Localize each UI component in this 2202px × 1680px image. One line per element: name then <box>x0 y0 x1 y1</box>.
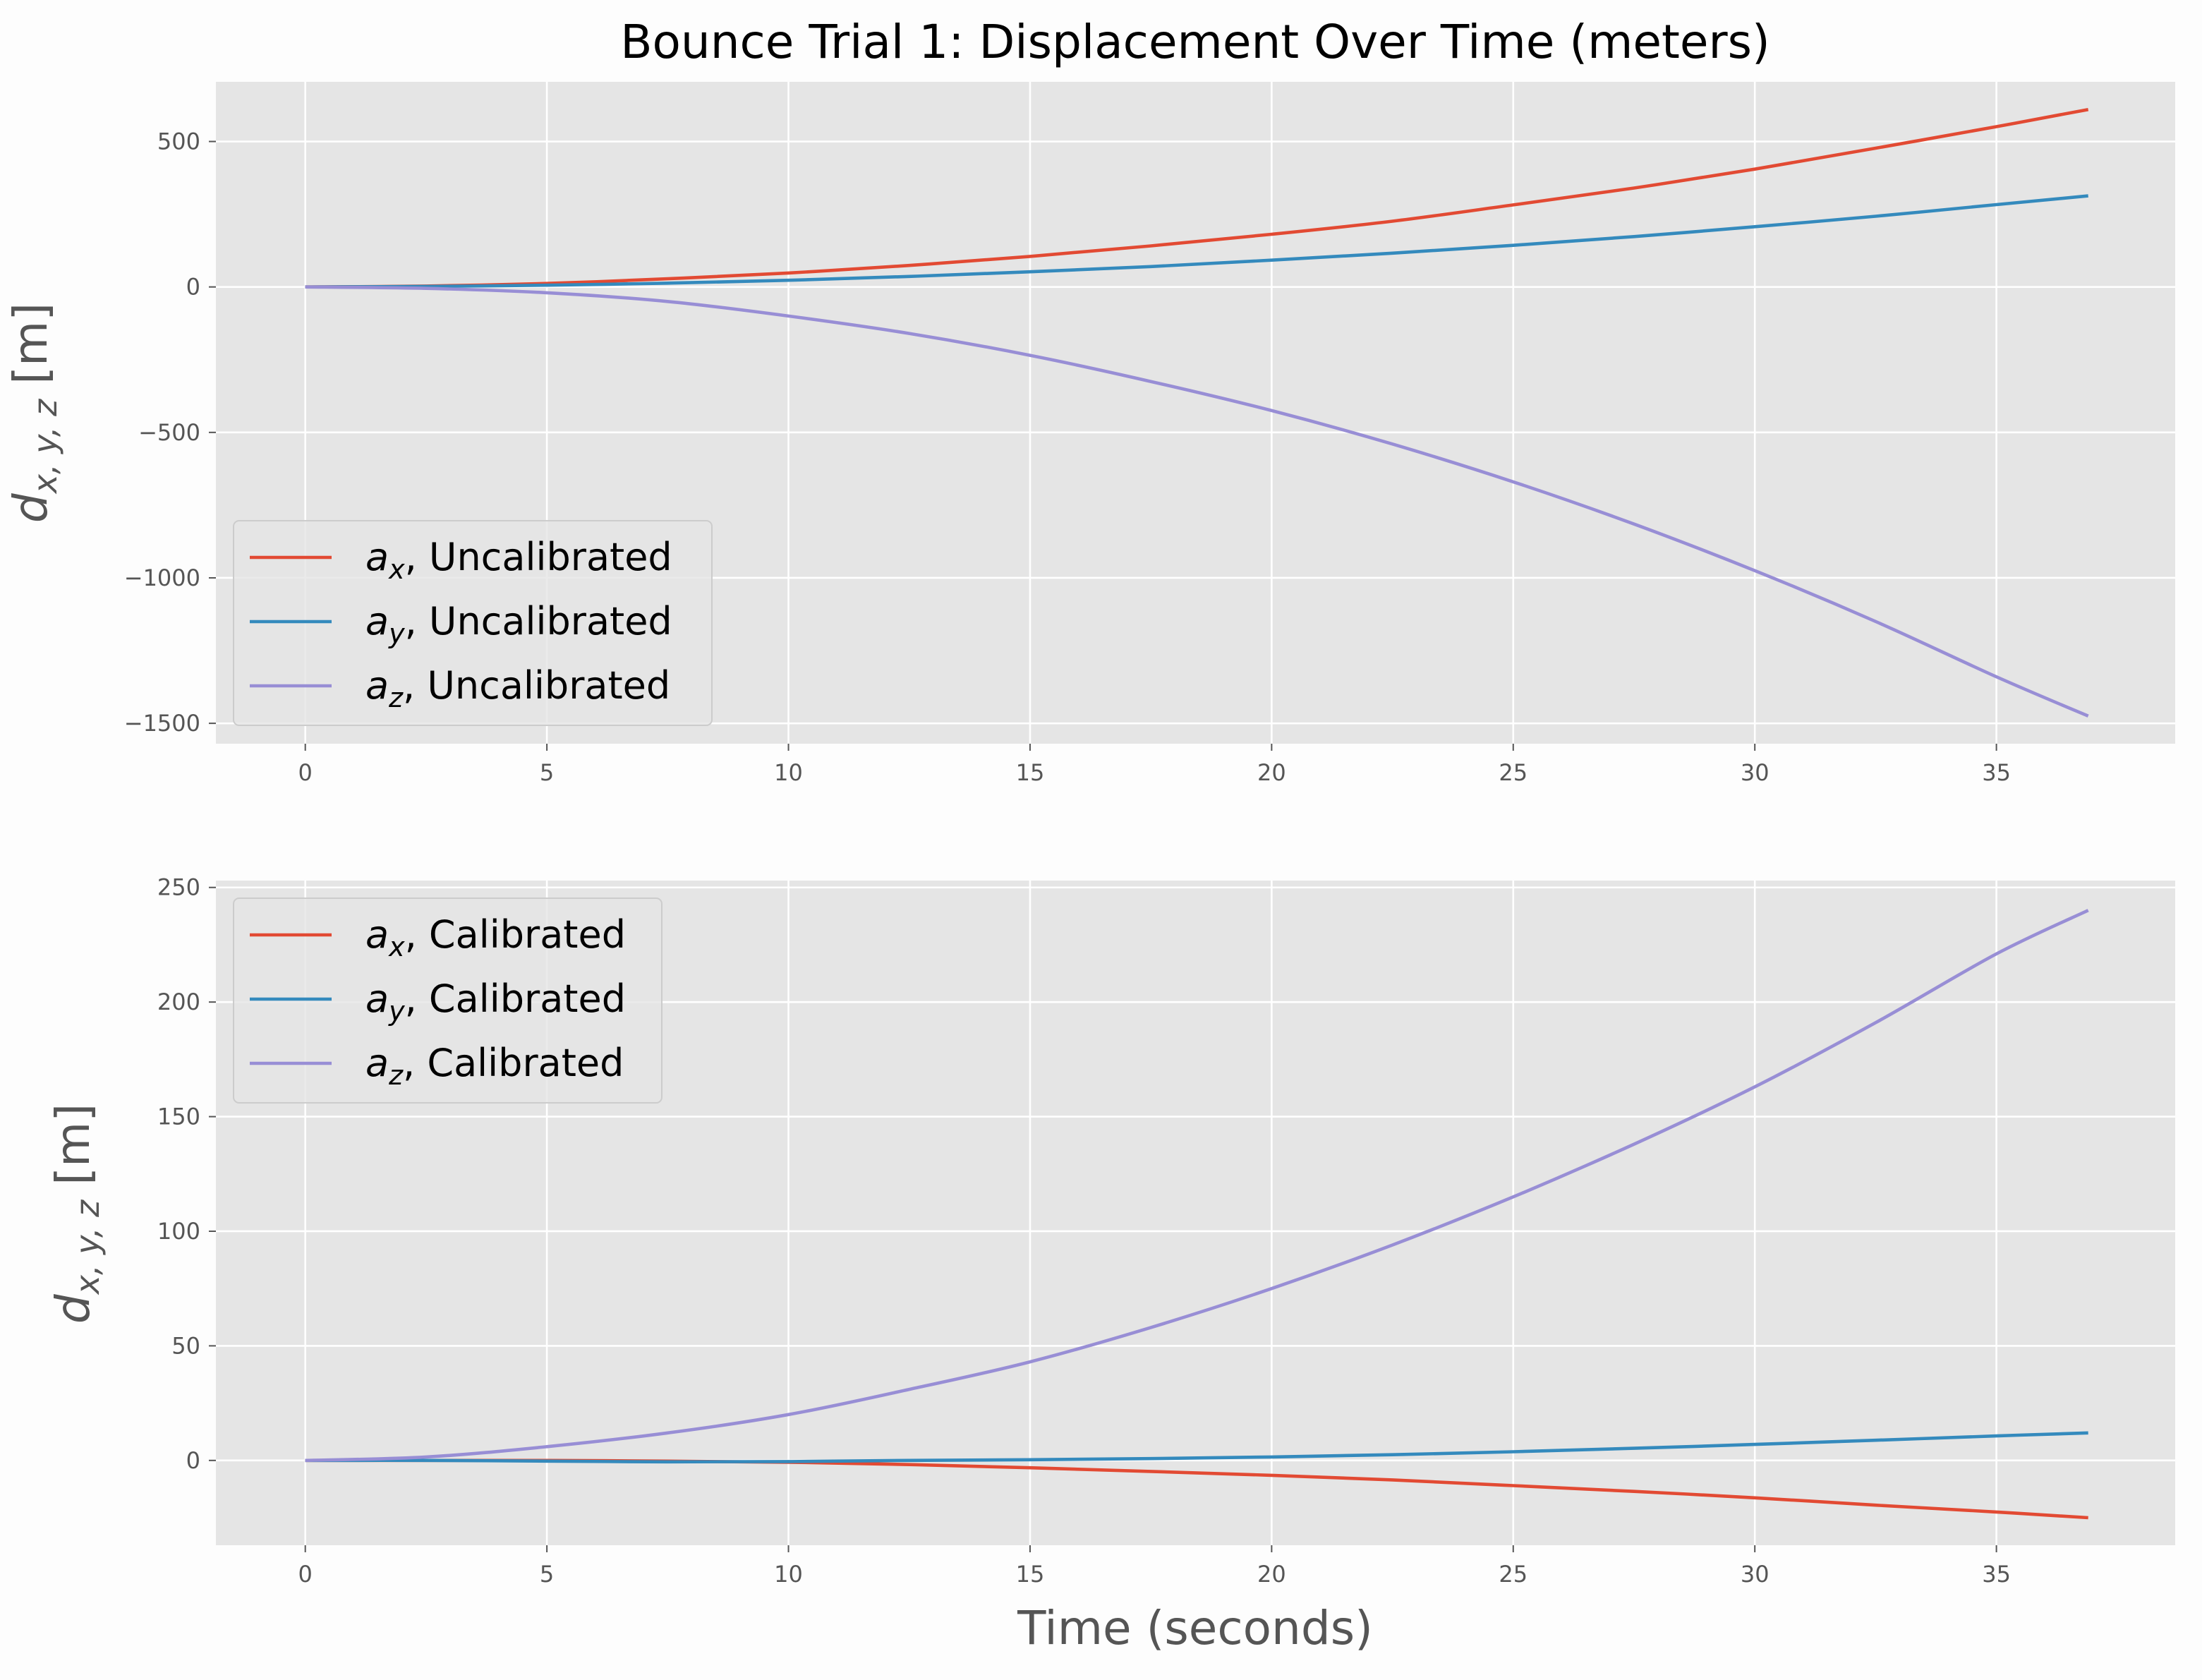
x-tick-label: 35 <box>1982 759 2011 786</box>
x-tick-label: 15 <box>1016 759 1045 786</box>
x-tick-label: 20 <box>1257 1561 1286 1588</box>
top-panel-uncalibrated: 0 5 10 15 20 25 30 35 500 0 −500 −1000 −1500 dx, y, z… <box>4 82 2175 786</box>
series-line-z <box>305 285 2089 718</box>
x-tick-label: 25 <box>1499 1561 1528 1588</box>
legend-frame <box>233 520 713 726</box>
legend-entry-label: ax, Uncalibrated <box>365 535 672 585</box>
x-tick-label: 5 <box>540 759 554 786</box>
y-tick-label: 100 <box>157 1218 200 1245</box>
x-tick-label: 15 <box>1016 1561 1045 1588</box>
x-tick-label: 5 <box>540 1561 554 1588</box>
legend-entry-label: ay, Uncalibrated <box>365 599 672 649</box>
y-tick-label: 150 <box>157 1104 200 1130</box>
series-line-z <box>305 909 2089 1463</box>
x-tick-label: 0 <box>298 759 313 786</box>
legend-entry-label: ax, Calibrated <box>365 912 626 962</box>
x-tick-label: 20 <box>1257 759 1286 786</box>
y-axis-title: dx, y, z [m] <box>4 303 64 523</box>
y-tick-label: 200 <box>157 989 200 1015</box>
y-tick-label: −1000 <box>124 564 200 591</box>
legend-entry-label: ay, Calibrated <box>365 977 626 1027</box>
y-tick-label: 500 <box>157 128 200 155</box>
x-tick-label: 35 <box>1982 1561 2011 1588</box>
y-tick-label: 0 <box>186 274 200 301</box>
y-tick-label: −1500 <box>124 710 200 737</box>
legend-frame <box>233 898 663 1104</box>
x-tick-label: 30 <box>1741 759 1770 786</box>
y-tick-label: 0 <box>186 1447 200 1474</box>
series-line-y <box>305 194 2088 289</box>
legend: ax, Uncalibrated ay, Uncalibrated az, Unca… <box>233 520 713 726</box>
legend-entry-label: az, Calibrated <box>365 1041 624 1091</box>
y-tick-label: 250 <box>157 874 200 901</box>
figure-title: Bounce Trial 1: Displacement Over Time (… <box>620 15 1770 69</box>
series-line-y <box>305 1431 2088 1464</box>
x-axis-title: Time (seconds) <box>1017 1601 1373 1655</box>
y-tick-label: 50 <box>171 1332 200 1359</box>
legend: ax, Calibrated ay, Calibrated az, Calibrat… <box>233 898 663 1104</box>
series-line-x <box>305 107 2089 289</box>
legend-entry-label: az, Uncalibrated <box>365 663 670 713</box>
x-tick-label: 10 <box>774 1561 803 1588</box>
y-tick-label: −500 <box>138 419 200 446</box>
bottom-panel-calibrated: 0 5 10 15 20 25 30 35 250 200 150 100 50 0 dx, y, z [m… <box>46 874 2175 1588</box>
y-axis-title: dx, y, z [m] <box>46 1104 107 1324</box>
x-tick-label: 10 <box>774 759 803 786</box>
x-tick-label: 30 <box>1741 1561 1770 1588</box>
x-tick-label: 25 <box>1499 759 1528 786</box>
x-tick-label: 0 <box>298 1561 313 1588</box>
